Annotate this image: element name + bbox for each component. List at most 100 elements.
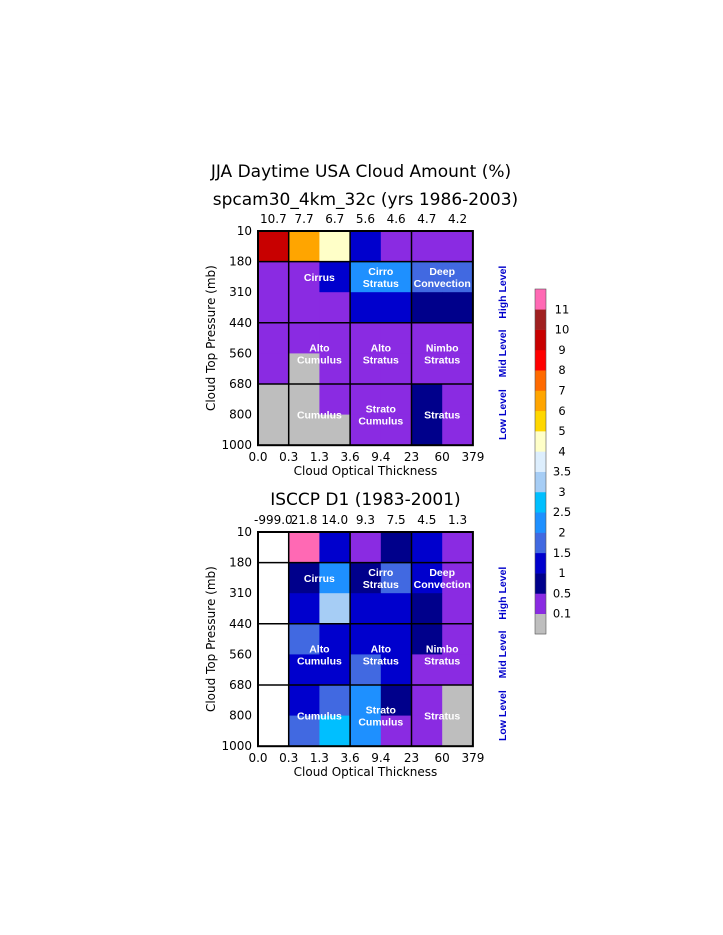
y-tick-label: 10 (237, 224, 252, 238)
heatmap-cell (350, 231, 382, 262)
heatmap-cell (442, 231, 474, 262)
colorbar-tick-label: 5 (558, 424, 565, 438)
level-label: High Level (497, 567, 509, 620)
column-total: 5.6 (356, 212, 375, 226)
x-axis-label: Cloud Optical Thickness (294, 765, 438, 779)
colorbar-swatch (535, 451, 546, 472)
colorbar-swatch (535, 431, 546, 452)
cloud-type-label: Cirro Stratus (363, 567, 399, 591)
x-tick-label: 3.6 (341, 751, 360, 765)
x-tick-label: 23 (404, 751, 419, 765)
heatmap-cell (411, 384, 443, 415)
heatmap-cell (380, 414, 412, 446)
heatmap-cell (411, 322, 443, 354)
cloud-type-label: Alto Stratus (363, 342, 399, 366)
heatmap-cell (380, 353, 412, 385)
colorbar-swatch (535, 532, 546, 554)
heatmap-cell (350, 654, 382, 686)
heatmap-cell (288, 414, 320, 446)
heatmap-cell (258, 384, 290, 415)
heatmap-cell (411, 261, 443, 293)
cloud-type-label: Alto Stratus (363, 643, 399, 667)
heatmap-cell (288, 593, 320, 625)
cloud-type-label: Strato Cumulus (358, 404, 403, 428)
y-tick-label: 310 (229, 586, 252, 600)
colorbar-swatch (535, 329, 546, 351)
colorbar-swatch (535, 512, 546, 533)
heatmap-cell (258, 593, 290, 625)
x-tick-label: 0.0 (248, 450, 267, 464)
heatmap-cell (258, 685, 290, 716)
cloud-type-label: Stratus (424, 711, 460, 723)
x-tick-label: 1.3 (310, 450, 329, 464)
heatmap-cell (411, 715, 443, 747)
heatmap-panel-1: spcam30_4km_32c (yrs 1986-2003) 10.7 7.7 6.… (204, 190, 518, 478)
column-total: 14.0 (321, 513, 348, 527)
heatmap-cell (319, 231, 351, 262)
y-axis-label: Cloud Top Pressure (mb) (204, 566, 218, 712)
heatmap-cell (258, 532, 290, 563)
cloud-type-label: Cirrus (304, 573, 335, 585)
heatmap-cell (411, 414, 443, 446)
colorbar-tick-label: 6 (558, 404, 565, 418)
x-tick-label: 0.0 (248, 751, 267, 765)
colorbar-tick-label: 0.5 (553, 586, 571, 600)
x-tick-label: 9.4 (371, 751, 390, 765)
heatmap-cell (350, 292, 382, 324)
heatmap-cell (319, 685, 351, 716)
heatmap-cell (411, 562, 443, 594)
heatmap-cell (442, 654, 474, 686)
x-tick-label: 379 (461, 450, 484, 464)
y-tick-label: 680 (229, 377, 252, 391)
cloud-type-label: Cirro Stratus (363, 266, 399, 290)
heatmap-cell (350, 715, 382, 747)
column-total: 6.7 (325, 212, 344, 226)
heatmap-cell (258, 414, 290, 446)
y-tick-label: 800 (229, 408, 252, 422)
heatmap-cell (288, 261, 320, 293)
colorbar-swatch (535, 289, 546, 310)
heatmap-cell (319, 715, 351, 747)
heatmap-cell (319, 532, 351, 563)
cloud-type-label: Deep Convection (414, 266, 471, 290)
colorbar-swatch (535, 410, 546, 432)
heatmap-cell (411, 654, 443, 686)
colorbar-swatch (535, 491, 546, 513)
y-tick-label: 180 (229, 556, 252, 570)
colorbar-swatch (535, 613, 546, 635)
colorbar-tick-label: 3 (558, 485, 565, 499)
colorbar-tick-label: 1.5 (553, 546, 571, 560)
heatmap-cell (319, 384, 351, 415)
heatmap-cell (442, 562, 474, 594)
heatmap-cell (258, 292, 290, 324)
heatmap-cell (411, 292, 443, 324)
heatmap-cell (288, 322, 320, 354)
heatmap-cell (319, 414, 351, 446)
y-tick-label: 10 (237, 525, 252, 539)
heatmap-cell (288, 231, 320, 262)
cloud-type-label: Stratus (424, 410, 460, 422)
heatmap-cell (258, 654, 290, 686)
colorbar-swatch (535, 370, 546, 391)
colorbar-tick-label: 8 (558, 363, 565, 377)
heatmap-cell (380, 593, 412, 625)
heatmap-cell (380, 292, 412, 324)
heatmap-cell (442, 715, 474, 747)
heatmap-cell (411, 353, 443, 385)
x-tick-label: 60 (435, 450, 450, 464)
cloud-type-label: Cirrus (304, 272, 335, 284)
heatmap-cell (380, 715, 412, 747)
heatmap-cell (442, 593, 474, 625)
level-label: Low Level (497, 389, 509, 440)
colorbar-tick-label: 2 (558, 526, 565, 540)
column-total: 1.3 (448, 513, 467, 527)
colorbar-tick-label: 9 (558, 343, 565, 357)
colorbar-swatch (535, 471, 546, 493)
panel-subtitle: ISCCP D1 (1983-2001) (270, 490, 460, 510)
heatmap-cell (319, 261, 351, 293)
heatmap-cell (258, 322, 290, 354)
y-tick-label: 1000 (221, 438, 252, 452)
plot-frame (257, 531, 474, 748)
colorbar-tick-label: 7 (558, 383, 565, 397)
